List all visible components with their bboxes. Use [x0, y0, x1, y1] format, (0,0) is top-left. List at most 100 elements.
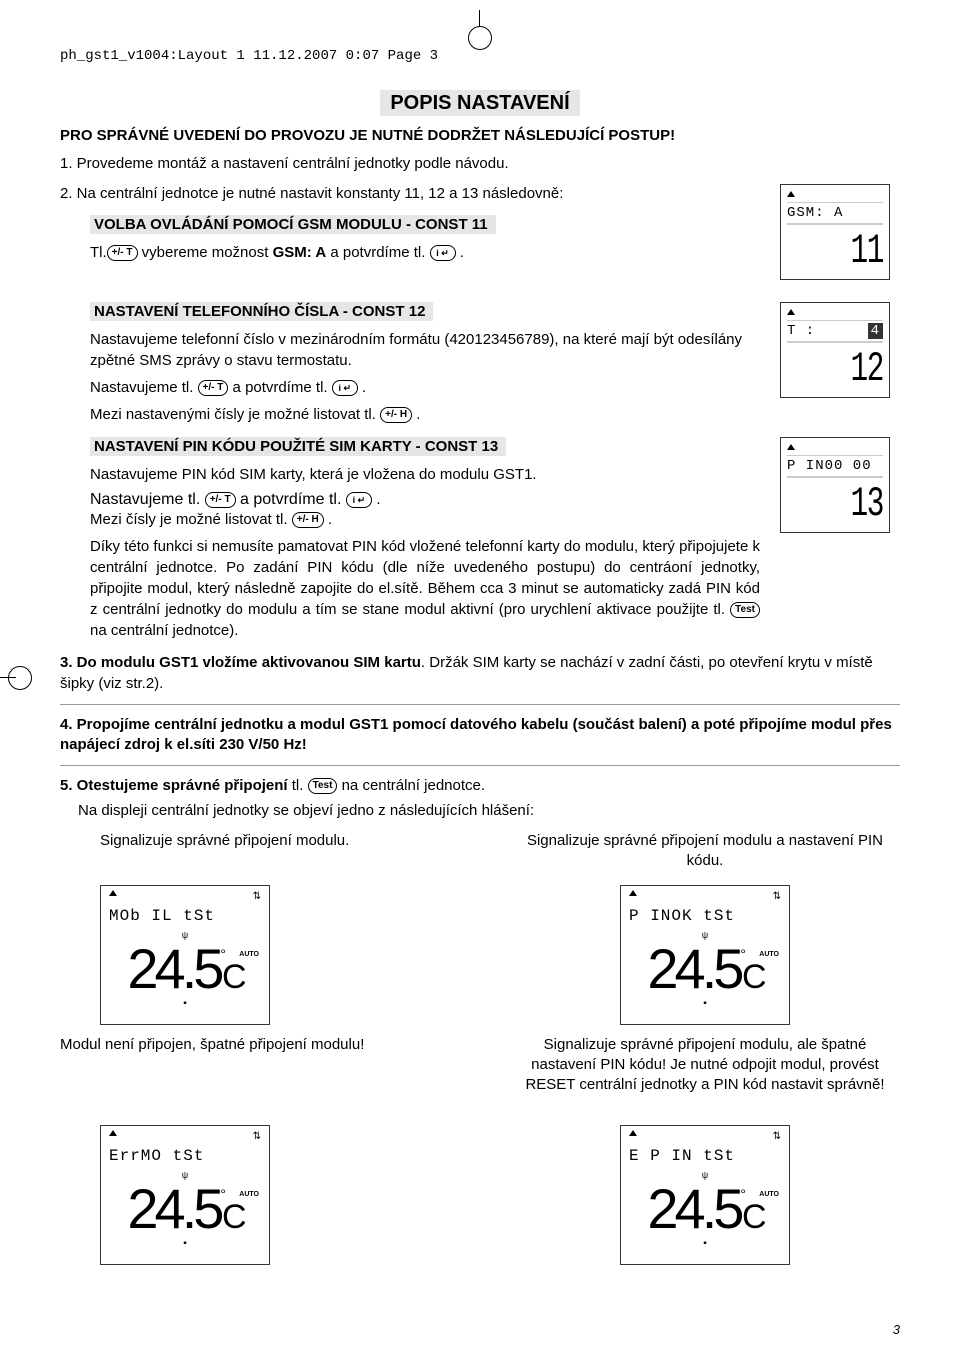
- sec11-heading: VOLBA OVLÁDÁNÍ POMOCÍ GSM MODULU - CONST…: [90, 215, 496, 234]
- key-i-enter: i ↵: [430, 245, 456, 261]
- text: Nastavujeme tl.: [90, 379, 193, 396]
- step-4: 4. Propojíme centrální jednotku a modul …: [60, 715, 900, 756]
- sec12-row: NASTAVENÍ TELEFONNÍHO ČÍSLA - CONST 12 N…: [60, 302, 900, 431]
- intro-line: PRO SPRÁVNÉ UVEDENÍ DO PROVOZU JE NUTNÉ …: [60, 127, 900, 144]
- key-i-enter: i ↵: [346, 492, 372, 508]
- sec13-p2: Nastavujeme tl. +/- T a potvrdíme tl. i …: [90, 491, 760, 509]
- key-plus-minus-h: +/- H: [292, 512, 324, 528]
- triangle-icon: [787, 191, 795, 197]
- signal-icon: ⇅: [773, 1130, 781, 1144]
- key-test: Test: [730, 602, 760, 618]
- sec13-p1: Nastavujeme PIN kód SIM karty, která je …: [90, 464, 760, 485]
- sec13-heading: NASTAVENÍ PIN KÓDU POUŽITÉ SIM KARTY - C…: [90, 437, 506, 456]
- disp4-line: E P IN tSt: [629, 1146, 735, 1168]
- sec12-p3: Mezi nastavenými čísly je možné listovat…: [90, 404, 760, 425]
- main-title: POPIS NASTAVENÍ: [60, 92, 900, 115]
- gsm-a: GSM: A: [273, 244, 327, 261]
- triangle-icon: [629, 890, 637, 896]
- text: a potvrdíme tl.: [236, 491, 342, 508]
- step2-row: 2. Na centrální jednotce je nutné nastav…: [60, 184, 900, 296]
- triangle-icon: [109, 1130, 117, 1136]
- auto-label: AUTO: [239, 950, 259, 959]
- lcd-errmost: ⇅ ErrMO tSt ψ 24.5°C AUTO ▪: [100, 1125, 270, 1265]
- lcd11-big: 11: [816, 226, 883, 272]
- lcd-mobilst: ⇅ MOb IL tSt ψ 24.5°C AUTO ▪: [100, 885, 270, 1025]
- divider: [60, 765, 900, 766]
- crop-mark-left: [6, 665, 32, 691]
- text: Nastavujeme tl.: [90, 491, 200, 508]
- text: Tl.: [90, 244, 107, 261]
- key-i-enter: i ↵: [332, 380, 358, 396]
- step3-bold: 3. Do modulu GST1 vložíme aktivovanou SI…: [60, 654, 421, 671]
- disp2-caption: Signalizuje správné připojení modulu a n…: [510, 831, 900, 875]
- sec13-row: NASTAVENÍ PIN KÓDU POUŽITÉ SIM KARTY - C…: [60, 437, 900, 647]
- temp-value: 24.5°C: [109, 941, 261, 997]
- step4-text: 4. Propojíme centrální jednotku a modul …: [60, 716, 892, 753]
- text: Mezi čísly je možné listovat tl.: [90, 511, 288, 528]
- divider: [60, 704, 900, 705]
- temp-value: 24.5°C: [629, 1181, 781, 1237]
- display-cell-2: Signalizuje správné připojení modulu a n…: [510, 831, 900, 1025]
- lcd11-text: GSM: A: [787, 205, 843, 221]
- temp-value: 24.5°C: [109, 1181, 261, 1237]
- text: na centrální jednotce).: [90, 622, 238, 639]
- disp1-line: MOb IL tSt: [109, 906, 215, 928]
- triangle-icon: [787, 309, 795, 315]
- step5-p2: Na displeji centrální jednotky se objeví…: [78, 801, 534, 821]
- step-2: 2. Na centrální jednotce je nutné nastav…: [60, 184, 760, 204]
- disp1-caption: Signalizuje správné připojení modulu.: [60, 831, 450, 875]
- sec12-p2: Nastavujeme tl. +/- T a potvrdíme tl. i …: [90, 377, 760, 398]
- auto-label: AUTO: [759, 950, 779, 959]
- signal-icon: ⇅: [253, 890, 261, 904]
- triangle-icon: [787, 444, 795, 450]
- step5-bold: 5. Otestujeme správné připojení: [60, 777, 288, 794]
- lcd-const-13: P IN00 00 13: [780, 437, 890, 533]
- display-cell-4: Signalizuje správné připojení modulu, al…: [510, 1035, 900, 1265]
- lcd-const-11: GSM: A 11: [780, 184, 890, 280]
- text: Mezi nastavenými čísly je možné listovat…: [90, 406, 376, 423]
- display-cell-3: Modul není připojen, špatné připojení mo…: [60, 1035, 450, 1265]
- lcd13-text: P IN00 00: [787, 458, 872, 474]
- text: na centrální jednotce.: [337, 777, 485, 794]
- sec12-heading: NASTAVENÍ TELEFONNÍHO ČÍSLA - CONST 12: [90, 302, 433, 321]
- print-slug: ph_gst1_v1004:Layout 1 11.12.2007 0:07 P…: [60, 48, 900, 64]
- lcd12-big: 12: [816, 344, 883, 390]
- sec12-p1: Nastavujeme telefonní číslo v mezinárodn…: [90, 329, 760, 371]
- key-plus-minus-t: +/- T: [107, 245, 138, 261]
- text: tl.: [288, 777, 308, 794]
- auto-label: AUTO: [759, 1190, 779, 1199]
- crop-mark-top: [458, 18, 502, 38]
- text: a potvrdíme tl.: [326, 244, 425, 261]
- disp4-caption: Signalizuje správné připojení modulu, al…: [510, 1035, 900, 1115]
- lcd12-text-r: 4: [868, 323, 883, 339]
- disp3-line: ErrMO tSt: [109, 1146, 204, 1168]
- signal-icon: ⇅: [253, 1130, 261, 1144]
- step-1: 1. Provedeme montáž a nastavení centráln…: [60, 154, 900, 174]
- triangle-icon: [629, 1130, 637, 1136]
- triangle-icon: [109, 890, 117, 896]
- sec13-p4: Díky této funkci si nemusíte pamatovat P…: [90, 536, 760, 641]
- lcd-const-12: T : 4 12: [780, 302, 890, 398]
- key-test: Test: [308, 778, 338, 794]
- text: a potvrdíme tl.: [228, 379, 327, 396]
- lcd13-big: 13: [816, 479, 883, 525]
- sec11-p1: Tl.+/- T vybereme možnost GSM: A a potvr…: [90, 242, 760, 263]
- key-plus-minus-t: +/- T: [205, 492, 236, 508]
- step-5: 5. Otestujeme správné připojení tl. Test…: [60, 776, 900, 821]
- display-cell-1: Signalizuje správné připojení modulu. ⇅ …: [60, 831, 450, 1025]
- text: Díky této funkci si nemusíte pamatovat P…: [90, 538, 760, 618]
- key-plus-minus-t: +/- T: [198, 380, 229, 396]
- display-grid: Signalizuje správné připojení modulu. ⇅ …: [60, 831, 900, 1265]
- disp3-caption: Modul není připojen, špatné připojení mo…: [60, 1035, 450, 1115]
- sec13-p3: Mezi čísly je možné listovat tl. +/- H .: [90, 509, 760, 530]
- disp2-line: P INOK tSt: [629, 906, 735, 928]
- lcd-epinst: ⇅ E P IN tSt ψ 24.5°C AUTO ▪: [620, 1125, 790, 1265]
- temp-value: 24.5°C: [629, 941, 781, 997]
- lcd-pinokst: ⇅ P INOK tSt ψ 24.5°C AUTO ▪: [620, 885, 790, 1025]
- page-number: 3: [893, 1322, 900, 1337]
- step-3: 3. Do modulu GST1 vložíme aktivovanou SI…: [60, 653, 900, 694]
- auto-label: AUTO: [239, 1190, 259, 1199]
- signal-icon: ⇅: [773, 890, 781, 904]
- text: vybereme možnost: [138, 244, 273, 261]
- key-plus-minus-h: +/- H: [380, 407, 412, 423]
